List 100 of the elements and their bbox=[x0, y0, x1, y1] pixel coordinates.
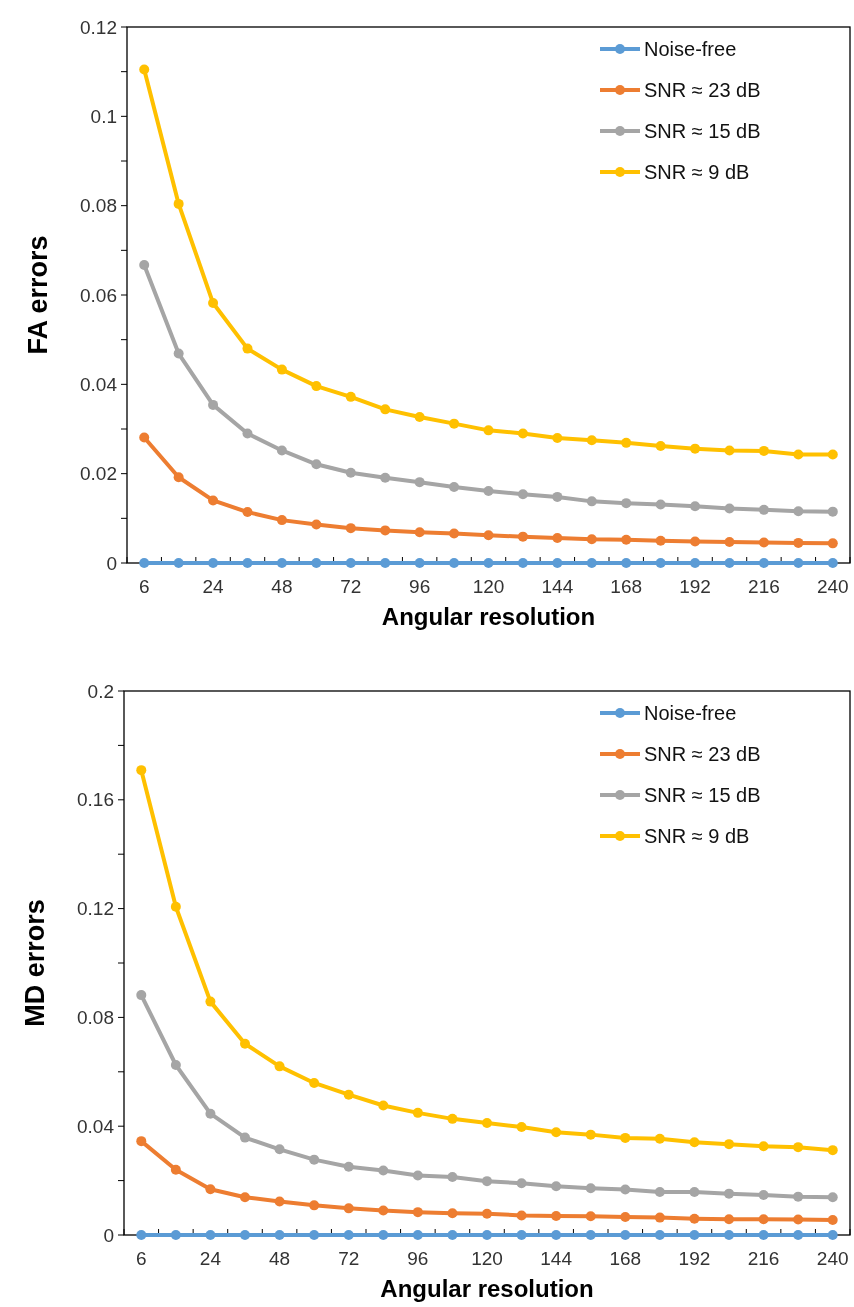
x-tick-label: 144 bbox=[541, 576, 574, 597]
point bbox=[311, 381, 322, 392]
point bbox=[690, 501, 701, 512]
point bbox=[758, 1141, 769, 1152]
point bbox=[758, 445, 769, 456]
point bbox=[483, 558, 494, 568]
point bbox=[585, 1230, 596, 1240]
point bbox=[621, 437, 632, 448]
point bbox=[516, 1230, 527, 1240]
point bbox=[447, 1208, 458, 1219]
point bbox=[380, 525, 391, 536]
point bbox=[173, 198, 184, 209]
point bbox=[552, 558, 563, 568]
point bbox=[793, 1191, 804, 1202]
legend-label: SNR ≈ 15 dB bbox=[644, 120, 761, 142]
point bbox=[274, 1230, 285, 1240]
legend-label: Noise-free bbox=[644, 702, 737, 724]
point bbox=[758, 537, 769, 548]
point bbox=[793, 537, 804, 548]
point bbox=[242, 428, 253, 439]
point bbox=[242, 507, 253, 518]
point bbox=[758, 1230, 769, 1240]
x-tick-label: 72 bbox=[338, 1248, 360, 1269]
point bbox=[793, 558, 804, 568]
point bbox=[585, 1211, 596, 1222]
point bbox=[585, 1183, 596, 1194]
x-tick-label: 6 bbox=[136, 1248, 147, 1269]
point bbox=[311, 459, 322, 470]
point bbox=[240, 1192, 250, 1203]
y-tick-label: 0 bbox=[103, 1224, 114, 1246]
point bbox=[240, 1132, 250, 1143]
point bbox=[242, 343, 253, 354]
point bbox=[274, 1061, 285, 1072]
x-axis-title: Angular resolution bbox=[381, 603, 596, 630]
point bbox=[449, 558, 460, 568]
point bbox=[793, 1142, 804, 1153]
point bbox=[378, 1230, 389, 1240]
point bbox=[170, 1230, 181, 1240]
point bbox=[724, 558, 735, 568]
point bbox=[689, 1137, 700, 1148]
point bbox=[827, 1230, 838, 1240]
point bbox=[758, 1214, 769, 1225]
point bbox=[205, 1230, 216, 1240]
y-tick-label: 0.08 bbox=[80, 195, 117, 217]
point bbox=[655, 440, 666, 451]
point bbox=[205, 1108, 216, 1119]
point bbox=[170, 1060, 181, 1070]
point bbox=[585, 1129, 596, 1140]
point bbox=[724, 1230, 734, 1240]
point bbox=[343, 1203, 354, 1214]
y-axis-title: FA errors bbox=[23, 235, 53, 355]
point bbox=[586, 534, 597, 545]
point bbox=[482, 1117, 492, 1128]
point bbox=[170, 1164, 181, 1175]
point bbox=[793, 1230, 804, 1240]
x-tick-label: 48 bbox=[269, 1248, 291, 1269]
point bbox=[414, 527, 425, 538]
y-tick-label: 0.12 bbox=[80, 16, 117, 38]
point bbox=[516, 1210, 527, 1221]
x-tick-label: 96 bbox=[407, 1248, 429, 1269]
point bbox=[380, 558, 391, 568]
point bbox=[208, 495, 219, 506]
point bbox=[378, 1100, 389, 1111]
point bbox=[482, 1230, 492, 1240]
point bbox=[724, 445, 735, 456]
point bbox=[724, 1139, 734, 1150]
point bbox=[412, 1207, 423, 1218]
x-tick-label: 24 bbox=[199, 1248, 222, 1269]
point bbox=[139, 260, 150, 271]
x-tick-label: 24 bbox=[202, 576, 225, 597]
point bbox=[136, 1230, 147, 1240]
point bbox=[551, 1230, 562, 1240]
point bbox=[483, 425, 494, 436]
legend-label: SNR ≈ 9 dB bbox=[644, 161, 750, 183]
point bbox=[447, 1230, 458, 1240]
point bbox=[621, 534, 632, 545]
point bbox=[136, 1136, 147, 1147]
point bbox=[724, 1214, 734, 1225]
point bbox=[136, 990, 147, 1001]
point bbox=[345, 558, 356, 568]
point bbox=[276, 558, 287, 568]
point bbox=[276, 445, 287, 456]
x-tick-label: 96 bbox=[409, 576, 431, 597]
point bbox=[621, 498, 632, 509]
y-tick-label: 0.04 bbox=[80, 373, 118, 395]
point bbox=[654, 1187, 665, 1198]
point bbox=[517, 489, 528, 500]
legend-label: SNR ≈ 23 dB bbox=[644, 743, 761, 765]
point bbox=[827, 449, 838, 460]
point bbox=[655, 535, 666, 546]
x-tick-label: 216 bbox=[747, 1248, 780, 1269]
point bbox=[724, 537, 735, 548]
x-tick-label: 240 bbox=[816, 576, 849, 597]
point bbox=[173, 348, 184, 359]
point bbox=[793, 1214, 804, 1225]
point bbox=[311, 558, 322, 568]
point bbox=[620, 1230, 631, 1240]
point bbox=[482, 1176, 492, 1187]
point bbox=[309, 1200, 320, 1211]
y-tick-label: 0.06 bbox=[80, 284, 117, 306]
